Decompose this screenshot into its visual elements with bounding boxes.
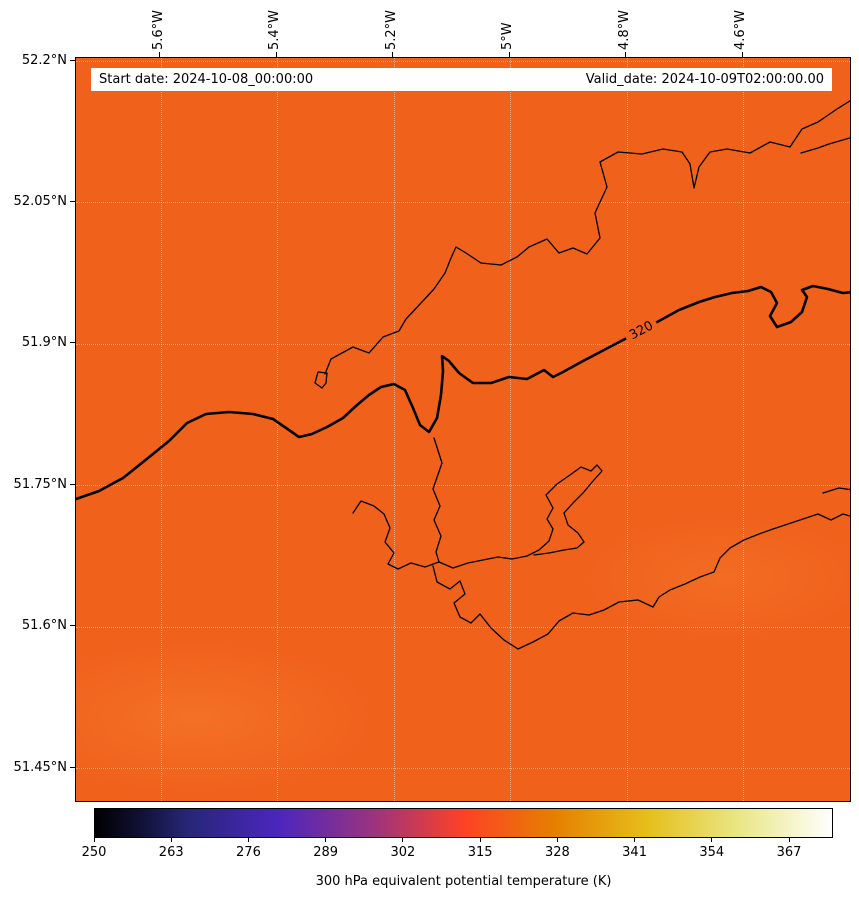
colorbar-tick-label: 276 [236, 845, 261, 860]
lon-tick-mark [392, 52, 394, 57]
lat-tick-label: 51.45°N [13, 759, 67, 775]
coastline-contour-overlay: 320 [76, 100, 850, 650]
lon-tick-mark [625, 52, 627, 57]
colorbar-tick-mark [479, 838, 481, 842]
lon-tick-mark [741, 52, 743, 57]
graticule-parallel [76, 768, 850, 770]
lat-tick-label: 52.05°N [13, 193, 67, 209]
valid-date-text: Valid_date: 2024-10-09T02:00:00.00 [585, 72, 824, 87]
colorbar-tick-label: 328 [544, 845, 570, 860]
lon-tick-label: 5.4°W [267, 9, 283, 50]
graticule-meridian [743, 58, 745, 801]
coastline-peninsula-estuary [352, 464, 603, 570]
map-plot-area: 320 Start date: 2024-10-08_00:00:00 Vali… [75, 57, 851, 802]
lat-tick-mark [70, 59, 75, 61]
graticule-parallel [76, 61, 850, 63]
colorbar-tick-label: 315 [467, 845, 493, 860]
coastline-southeast-segment [822, 487, 850, 494]
lon-tick-label: 5°W [500, 22, 516, 50]
lat-tick-label: 51.75°N [13, 476, 67, 492]
colorbar-tick-mark [93, 838, 95, 842]
lon-tick-mark [508, 52, 510, 57]
colorbar-tick-mark [711, 838, 713, 842]
colorbar-gradient [94, 808, 833, 838]
lat-tick-mark [70, 342, 75, 344]
graticule-meridian [393, 58, 395, 801]
lon-tick-mark [275, 52, 277, 57]
colorbar-tick-label: 302 [390, 845, 416, 860]
lat-tick-mark [70, 766, 75, 768]
lon-tick-mark [159, 52, 161, 57]
graticule-meridian [510, 58, 512, 801]
lon-tick-label: 5.2°W [383, 9, 399, 50]
colorbar-tick-mark [402, 838, 404, 842]
colorbar-tick-label: 367 [776, 845, 802, 860]
graticule-meridian [160, 58, 162, 801]
graticule-parallel [76, 626, 850, 628]
graticule-parallel [76, 343, 850, 345]
lat-tick-label: 51.9°N [21, 335, 67, 351]
colorbar-tick-label: 354 [699, 845, 725, 860]
graticule-layer [76, 58, 850, 801]
lat-tick-label: 51.6°N [21, 618, 67, 634]
colorbar-tick-mark [634, 838, 636, 842]
colorbar-label: 300 hPa equivalent potential temperature… [315, 874, 612, 889]
lat-tick-mark [70, 483, 75, 485]
coastline-small-island [314, 371, 328, 389]
contour-320-path [76, 284, 850, 501]
start-date-text: Start date: 2024-10-08_00:00:00 [99, 72, 314, 87]
lon-tick-label: 4.8°W [616, 9, 632, 50]
colorbar-tick-mark [325, 838, 327, 842]
contour-label-mask [621, 313, 661, 347]
colorbar-tick-label: 289 [313, 845, 339, 860]
colorbar-tick-label: 263 [158, 845, 184, 860]
coastline-south [432, 513, 850, 650]
coastline-northeast-secondary [800, 137, 850, 154]
lat-tick-mark [70, 625, 75, 627]
graticule-meridian [277, 58, 279, 801]
lat-tick-mark [70, 200, 75, 202]
colorbar-tick-mark [556, 838, 558, 842]
graticule-parallel [76, 485, 850, 487]
lon-tick-label: 4.6°W [733, 9, 749, 50]
lon-tick-label: 5.6°W [150, 9, 166, 50]
coastline-north [324, 100, 850, 375]
colorbar-tick-label: 341 [622, 845, 647, 860]
lat-tick-label: 52.2°N [21, 52, 67, 68]
graticule-meridian [626, 58, 628, 801]
colorbar-tick-label: 250 [81, 845, 107, 860]
colorbar-tick-mark [247, 838, 249, 842]
annotation-bar: Start date: 2024-10-08_00:00:00 Valid_da… [91, 68, 832, 91]
colorbar-tick-mark [788, 838, 790, 842]
colorbar-tick-mark [170, 838, 172, 842]
coastline-west-connector [432, 437, 443, 563]
graticule-parallel [76, 202, 850, 204]
